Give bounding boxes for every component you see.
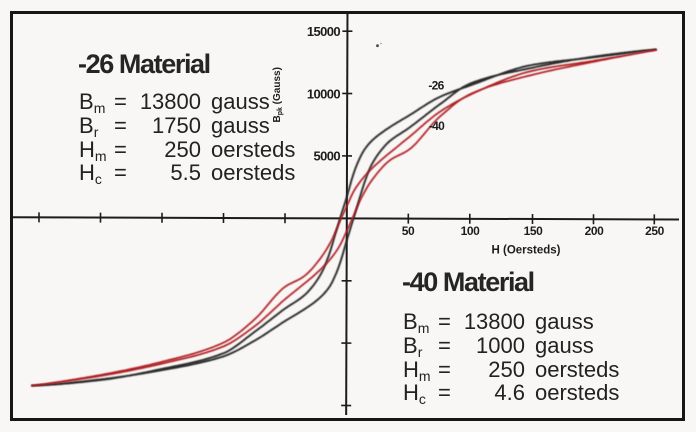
- svg-text:5000: 5000: [313, 149, 340, 164]
- svg-text:200: 200: [585, 224, 605, 238]
- svg-text:H (Oersteds): H (Oersteds): [491, 245, 560, 257]
- svg-text:-26: -26: [428, 78, 444, 92]
- svg-text:50: 50: [402, 224, 415, 238]
- svg-text:10000: 10000: [307, 86, 341, 101]
- svg-text:250: 250: [645, 224, 665, 238]
- svg-text:-40: -40: [429, 119, 445, 133]
- svg-text:15000: 15000: [307, 24, 341, 39]
- svg-text:150: 150: [524, 224, 544, 238]
- svg-text:100: 100: [461, 224, 481, 238]
